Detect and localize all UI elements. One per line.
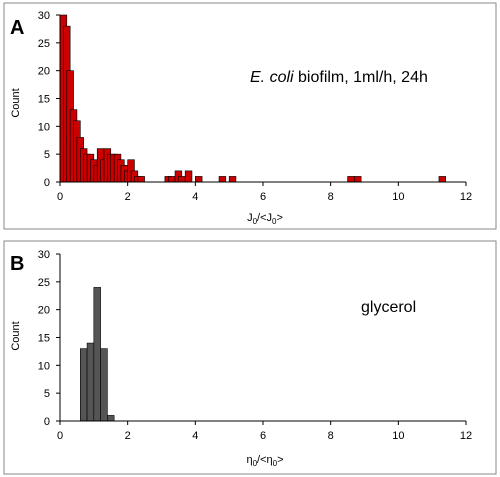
- panel-b-xlabel-sub: 0: [253, 459, 258, 468]
- panel-b-bar: [107, 415, 115, 422]
- panel-a-bar: [228, 176, 237, 183]
- panel-b: B Count glycerol η0/<η0> 0 2 4 6 8 10 12051015…: [3, 240, 497, 475]
- panel-a-bar: [218, 176, 227, 183]
- panel-a-x-tick-label: 2: [125, 191, 131, 203]
- panel-b-x-tick-label: 6: [260, 430, 266, 442]
- panel-b-x-tick-label: 2: [125, 430, 131, 442]
- panel-a-y-tick-label: 5: [44, 149, 50, 161]
- panel-b-x-tick-label: 10: [392, 430, 404, 442]
- panel-a-bar: [178, 176, 186, 183]
- panel-a-x-tick-label: 0: [57, 191, 63, 203]
- panel-b-bar: [100, 348, 108, 422]
- panel-a-bar: [354, 176, 362, 183]
- panel-b-y-tick-label: 5: [44, 388, 50, 400]
- panel-b-annotation: glycerol: [361, 299, 416, 316]
- panel-a-xlabel-sub: 0: [253, 217, 258, 226]
- panel-b-bar: [80, 348, 88, 422]
- panel-a-bar: [137, 176, 145, 183]
- panel-b-bar: [86, 342, 95, 422]
- panel-b-x-tick-label: 4: [192, 430, 198, 442]
- panel-a-xlabel-main: J: [247, 212, 253, 224]
- panel-a-x-tick-label: 4: [192, 191, 198, 203]
- panel-a-bar: [438, 176, 446, 183]
- panel-b-y-tick-label: 0: [44, 416, 50, 428]
- panel-b-y-tick-label: 15: [38, 333, 50, 345]
- panel-a-xlabel-end: >: [276, 212, 282, 224]
- panel-b-xlabel-end: >: [277, 454, 283, 466]
- panel-a-annotation: E. coli biofilm, 1ml/h, 24h: [250, 69, 428, 86]
- panel-a: A Count E. coli biofilm, 1ml/h, 24h J0/<…: [3, 2, 497, 230]
- panel-a-bar: [347, 176, 355, 183]
- panel-b-y-tick-label: 30: [38, 249, 50, 261]
- panel-b-y-tick-label: 20: [38, 305, 50, 317]
- panel-a-y-tick-label: 30: [38, 10, 50, 22]
- panel-a-xlabel: J0/<J0>: [247, 212, 283, 226]
- panel-b-xlabel-main: η: [246, 454, 252, 466]
- panel-a-frame: [3, 2, 497, 230]
- panel-a-bar: [195, 176, 203, 183]
- panel-a-xlabel-mid: /<J: [257, 212, 272, 224]
- panel-b-xlabel-mid: /<η: [257, 454, 273, 466]
- panel-a-y-tick-label: 10: [38, 121, 50, 133]
- panel-a-x-tick-label: 8: [328, 191, 334, 203]
- panel-a-ylabel: Count: [10, 88, 22, 117]
- panel-a-x-tick-label: 10: [392, 191, 404, 203]
- panel-a-annotation-italic: E. coli: [250, 69, 294, 86]
- panel-a-xlabel-sub2: 0: [272, 217, 277, 226]
- panel-a-y-tick-label: 15: [38, 94, 50, 106]
- panel-b-ylabel: Count: [10, 321, 22, 350]
- panel-a-y-tick-label: 0: [44, 177, 50, 189]
- panel-a-annotation-text: biofilm, 1ml/h, 24h: [294, 69, 428, 86]
- panel-b-letter: B: [10, 253, 24, 275]
- panel-b-annotation-text: glycerol: [361, 299, 416, 316]
- panel-a-y-tick-label: 20: [38, 66, 50, 78]
- panel-a-bar: [167, 176, 176, 183]
- panel-a-x-tick-label: 12: [460, 191, 472, 203]
- panel-b-frame: [3, 240, 497, 475]
- panel-b-x-tick-label: 12: [460, 430, 472, 442]
- panel-b-y-tick-label: 25: [38, 277, 50, 289]
- panel-b-xlabel-sub2: 0: [273, 459, 278, 468]
- panel-a-letter: A: [10, 17, 24, 39]
- panel-a-y-tick-label: 25: [38, 38, 50, 50]
- panel-b-xlabel: η0/<η0>: [246, 454, 283, 468]
- panel-a-x-tick-label: 6: [260, 191, 266, 203]
- panel-b-y-tick-label: 10: [38, 360, 50, 372]
- panel-b-bar: [93, 287, 101, 422]
- panel-a-bar: [184, 170, 193, 183]
- panel-b-x-tick-label: 8: [328, 430, 334, 442]
- panel-b-x-tick-label: 0: [57, 430, 63, 442]
